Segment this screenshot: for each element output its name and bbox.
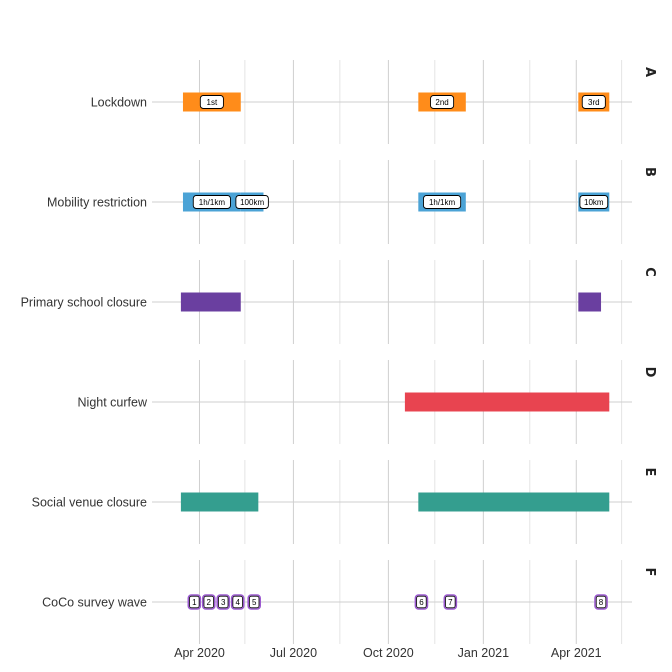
wave-marker xyxy=(189,595,200,609)
interval-badge-label: 3rd xyxy=(588,98,600,107)
x-tick-label: Apr 2021 xyxy=(551,646,602,660)
interval-bar xyxy=(578,292,602,312)
interval-bar xyxy=(418,492,610,512)
interval-badge-label: 1h/1km xyxy=(199,198,226,207)
interval-badge xyxy=(430,95,455,109)
wave-marker-label: 6 xyxy=(419,598,424,607)
strip-label-c: C xyxy=(642,267,657,277)
interval-bar xyxy=(180,492,259,512)
interval-badge-label: 1st xyxy=(207,98,218,107)
interval-badge xyxy=(235,195,269,209)
wave-marker xyxy=(416,595,427,609)
row-label-f: CoCo survey wave xyxy=(42,596,147,610)
strip-label-f: F xyxy=(642,568,657,577)
interval-badge-label: 1h/1km xyxy=(429,198,456,207)
interval-badge xyxy=(199,95,224,109)
row-label-a: Lockdown xyxy=(91,96,147,110)
panel-d: Night curfew D xyxy=(78,360,657,444)
interval-badge xyxy=(192,195,231,209)
wave-marker xyxy=(232,595,243,609)
interval-bar xyxy=(404,392,610,412)
strip-label-a: A xyxy=(642,67,657,77)
interval-badge xyxy=(423,195,462,209)
panel-e: Social venue closure E xyxy=(32,460,657,544)
panel-f: CoCo survey wave F 1 2 3 4 5 6 7 8 xyxy=(42,560,657,644)
wave-marker xyxy=(218,595,229,609)
row-label-e: Social venue closure xyxy=(32,496,147,510)
x-tick-label: Apr 2020 xyxy=(174,646,225,660)
x-tick-label: Oct 2020 xyxy=(363,646,414,660)
wave-marker xyxy=(445,595,456,609)
strip-label-d: D xyxy=(642,367,657,378)
panel-c: Primary school closure C xyxy=(21,260,657,344)
wave-marker-label: 4 xyxy=(235,598,240,607)
x-tick-label: Jul 2020 xyxy=(270,646,317,660)
panel-b: Mobility restriction B 1h/1km 100km 1h/1km 10… xyxy=(47,160,657,244)
interval-badge xyxy=(579,195,609,209)
wave-marker-label: 3 xyxy=(221,598,226,607)
x-tick-label: Jan 2021 xyxy=(458,646,509,660)
wave-marker-label: 5 xyxy=(252,598,257,607)
interval-badge-label: 10km xyxy=(584,198,604,207)
row-label-c: Primary school closure xyxy=(21,296,147,310)
panel-a: Lockdown A 1st 2nd 3rd xyxy=(91,60,657,144)
wave-marker xyxy=(595,595,607,609)
wave-marker xyxy=(248,595,260,609)
wave-marker-label: 7 xyxy=(448,598,453,607)
strip-label-b: B xyxy=(642,167,657,177)
interval-badge xyxy=(581,95,606,109)
interval-badge-label: 2nd xyxy=(435,98,448,107)
row-label-d: Night curfew xyxy=(78,396,148,410)
strip-label-e: E xyxy=(642,468,657,477)
interval-bar xyxy=(180,292,241,312)
wave-marker-label: 1 xyxy=(192,598,197,607)
interval-badge-label: 100km xyxy=(240,198,264,207)
row-label-b: Mobility restriction xyxy=(47,196,147,210)
wave-marker-label: 2 xyxy=(207,598,212,607)
wave-marker-label: 8 xyxy=(599,598,604,607)
wave-marker xyxy=(203,595,214,609)
